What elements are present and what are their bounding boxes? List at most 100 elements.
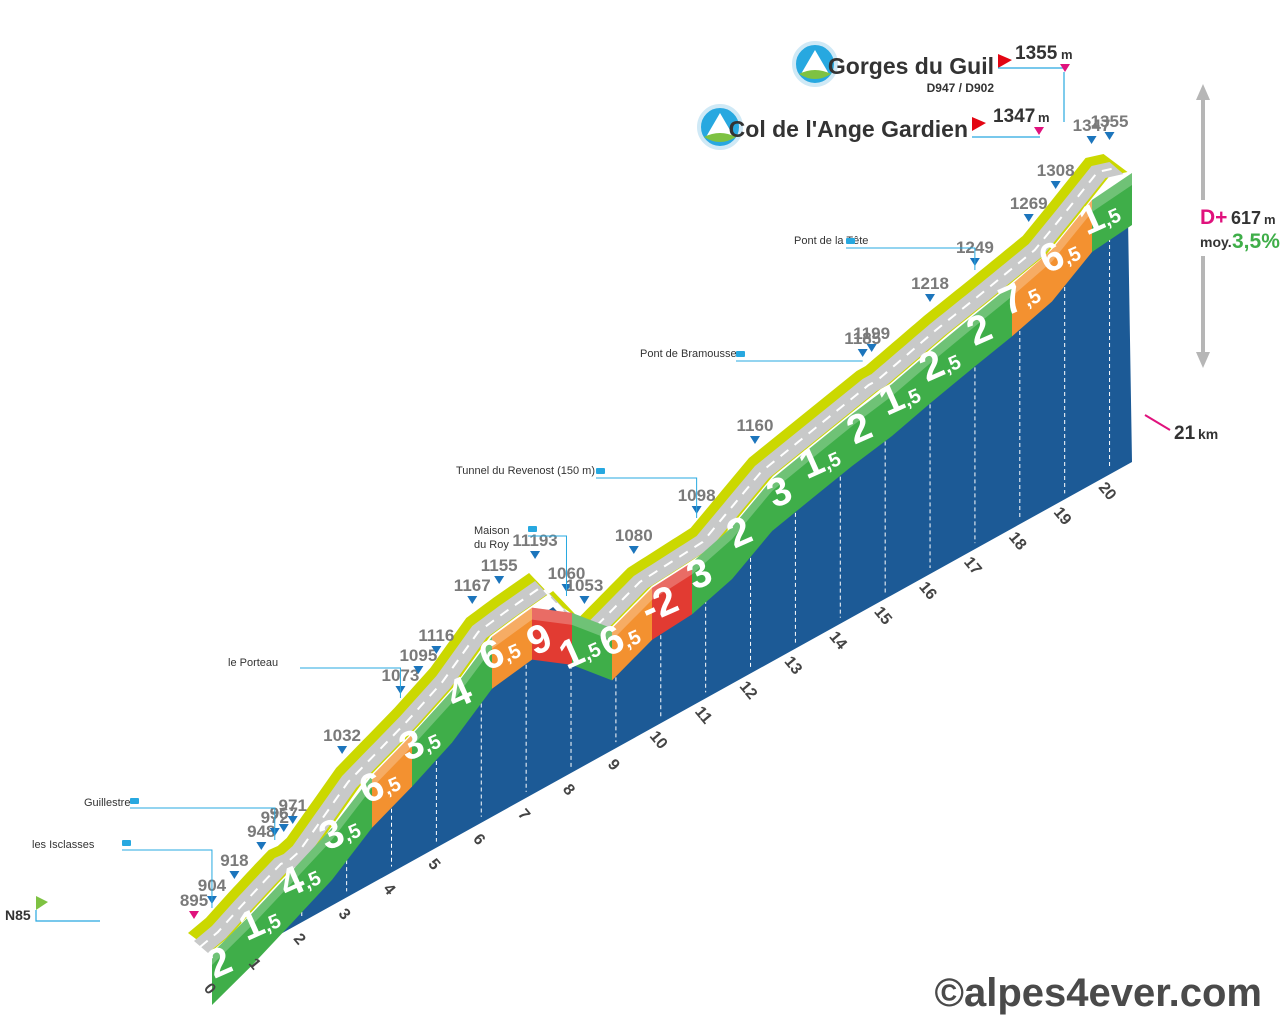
grade-segment-highlight xyxy=(252,870,292,926)
tunnel-icon xyxy=(596,468,605,474)
place-leader xyxy=(300,667,401,698)
altitude-marker xyxy=(530,551,541,559)
start-road-leader xyxy=(35,910,100,922)
grade-segment-highlight xyxy=(972,284,1012,329)
altitude-marker xyxy=(857,349,868,357)
grade-segment xyxy=(1012,249,1052,337)
summit-title-2: Col de l'Ange Gardien xyxy=(729,116,968,142)
road-verge xyxy=(188,154,1128,951)
grade-segment-highlight xyxy=(772,446,812,492)
grade-segment xyxy=(1052,200,1092,302)
altitude-label: 895 xyxy=(180,891,208,910)
altitude-marker xyxy=(431,646,442,654)
summit-col-ange-gardien: Col de l'Ange Gardien 1347 m xyxy=(697,104,1050,150)
grade-segment xyxy=(572,612,612,681)
grade-segment-highlight xyxy=(372,734,412,788)
km-tick-label: 14 xyxy=(826,629,851,654)
arrow-down-icon xyxy=(1196,352,1210,368)
altitude-marker xyxy=(579,596,590,604)
grade-segment xyxy=(452,636,492,743)
grade-segment xyxy=(252,870,292,966)
distance-value: 21 xyxy=(1174,423,1196,444)
altitude-marker xyxy=(749,436,760,444)
distance-pointer xyxy=(1144,414,1171,431)
altitude-marker xyxy=(287,816,298,824)
grade-segment xyxy=(972,284,1012,369)
summit-unit-1: m xyxy=(1061,47,1073,62)
place-name: Maison xyxy=(474,525,509,537)
gradient-segments: 21,54,53,56,53,546,591,56,5-23231,521,52… xyxy=(200,173,1132,1005)
summit-title-1: Gorges du Guil xyxy=(828,53,994,79)
total-distance: 21 km xyxy=(1144,414,1218,444)
mountain-icon-grass xyxy=(799,70,831,79)
grade-segment xyxy=(1092,173,1132,253)
altitude-label: 1199 xyxy=(853,324,890,343)
altitude-label: 1347 xyxy=(1073,116,1111,135)
altitude-marker xyxy=(467,596,478,604)
grade-segment xyxy=(532,607,572,665)
altitude-marker xyxy=(189,911,199,919)
grade-segment-highlight xyxy=(692,527,732,575)
flag-icon xyxy=(36,896,48,910)
distance-unit: km xyxy=(1198,426,1218,442)
km-tick-label: 10 xyxy=(646,728,671,753)
road-centerline xyxy=(199,167,1116,948)
bridge-icon xyxy=(736,351,745,357)
flag-icon xyxy=(972,117,986,131)
altitude-label: 918 xyxy=(220,851,248,870)
grade-segment-highlight xyxy=(1092,173,1132,213)
altitude-label: 948 xyxy=(247,822,275,841)
grade-segment-highlight xyxy=(452,636,492,703)
road-asphalt xyxy=(194,162,1124,953)
grade-segment-highlight xyxy=(652,562,692,600)
village-icon xyxy=(528,526,537,532)
place-name: Guillestre xyxy=(84,797,130,809)
altitude-label: 971 xyxy=(279,796,307,815)
mountain-icon-grass xyxy=(704,133,736,142)
grade-segment xyxy=(612,587,652,681)
church-icon xyxy=(130,798,139,804)
altitude-label: 1155 xyxy=(481,556,518,575)
side-wall-fill xyxy=(212,188,1132,972)
average-value: 3,5% xyxy=(1232,230,1280,253)
altitude-label: 1053 xyxy=(566,576,604,595)
km-tick-label: 7 xyxy=(514,806,533,824)
altitude-marker xyxy=(337,746,348,754)
summit-marker-2 xyxy=(1034,127,1044,135)
altitude-label: 1218 xyxy=(911,274,949,293)
grade-segment-highlight xyxy=(492,607,532,649)
grade-segment xyxy=(492,607,532,689)
altitude-label: 1167 xyxy=(454,576,491,595)
grade-segment-highlight xyxy=(892,349,932,396)
km-tick-label: 5 xyxy=(424,856,443,874)
grade-segment-highlight xyxy=(1012,249,1052,297)
grade-segment xyxy=(892,349,932,436)
grade-segment xyxy=(732,479,772,580)
grade-segment xyxy=(692,527,732,615)
altitude-label: 1080 xyxy=(615,526,653,545)
grade-segment-highlight xyxy=(292,827,332,883)
grade-segment xyxy=(212,913,252,1005)
grade-segment-highlight xyxy=(332,775,372,840)
grade-segment xyxy=(332,775,372,880)
km-tick-label: 13 xyxy=(781,653,806,678)
altitude-label: 1160 xyxy=(737,416,774,435)
start-road: N85 xyxy=(5,896,100,923)
place-leader xyxy=(596,477,698,518)
km-tick-label: 8 xyxy=(559,781,578,799)
grade-segment-highlight xyxy=(412,690,452,747)
km-tick-label: 18 xyxy=(1005,529,1030,554)
grade-segment-highlight xyxy=(852,383,892,427)
altitude-label: 11193 xyxy=(512,531,557,550)
place-name: Pont de Bramousse xyxy=(640,348,737,360)
grade-segment xyxy=(292,827,332,923)
summit-gorges-du-guil: Gorges du Guil D947 / D902 1355 m xyxy=(792,41,1073,122)
place-name: Pont de la Tête xyxy=(794,235,868,247)
grade-segment xyxy=(932,316,972,402)
grade-segment xyxy=(852,383,892,467)
place-leader xyxy=(528,535,567,596)
km-tick-label: 16 xyxy=(915,579,940,604)
flag-icon xyxy=(998,54,1012,68)
grade-segment-highlight xyxy=(732,479,772,540)
grade-segment xyxy=(372,734,412,828)
